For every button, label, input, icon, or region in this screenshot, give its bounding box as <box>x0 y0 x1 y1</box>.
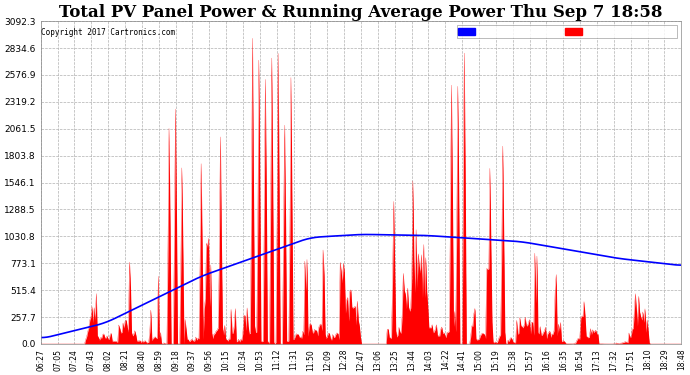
Legend: Average  (DC Watts), PV Panels  (DC Watts): Average (DC Watts), PV Panels (DC Watts) <box>457 26 677 38</box>
Text: Copyright 2017 Cartronics.com: Copyright 2017 Cartronics.com <box>41 28 175 37</box>
Title: Total PV Panel Power & Running Average Power Thu Sep 7 18:58: Total PV Panel Power & Running Average P… <box>59 4 662 21</box>
